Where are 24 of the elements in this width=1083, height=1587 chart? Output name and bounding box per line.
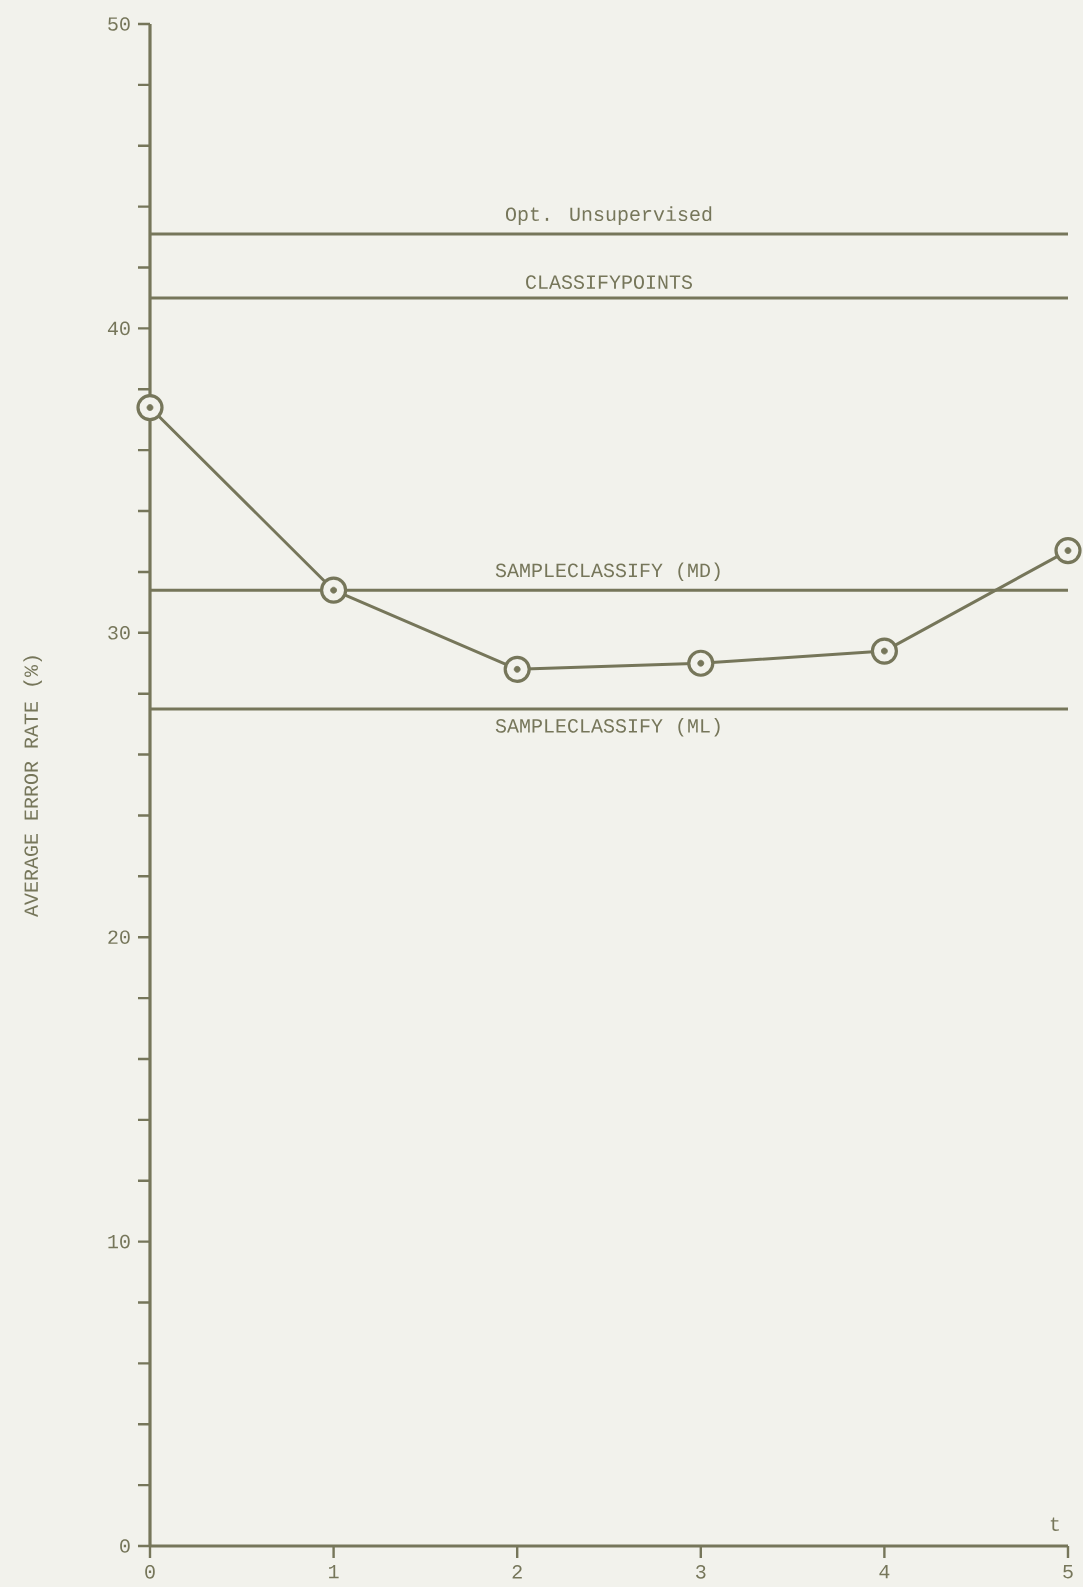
x-tick-label: 5 (1063, 1565, 1073, 1579)
ref-line-label: CLASSIFYPOINTS (526, 275, 692, 289)
x-axis-title: t (1050, 1517, 1059, 1531)
x-tick-label: 2 (512, 1565, 522, 1579)
ref-line-label: SAMPLECLASSIFY (ML) (495, 717, 720, 737)
y-tick-label: 0 (120, 1539, 130, 1553)
y-axis-title: AVERAGE ERROR RATE (%) (23, 656, 42, 918)
point (1054, 537, 1082, 565)
y-tick-label: 50 (108, 17, 130, 31)
x-tick-label: 1 (329, 1565, 339, 1579)
y-tick-label: 30 (108, 626, 130, 640)
y-tick-label: 10 (108, 1234, 130, 1249)
y-tick-label: 20 (108, 930, 130, 944)
point (870, 637, 898, 665)
y-tick-label: 40 (107, 321, 130, 336)
x-tick-label: 3 (696, 1565, 706, 1579)
x-tick-label: 0 (145, 1565, 155, 1579)
point (136, 393, 164, 422)
x-tick-label: 4 (879, 1565, 890, 1579)
point (319, 576, 348, 604)
point (687, 649, 715, 677)
ref-line-label: SAMPLECLASSIFY (MD) (495, 562, 720, 582)
point (503, 655, 531, 683)
ref-line-label: Opt. Unsupervised (505, 206, 712, 225)
